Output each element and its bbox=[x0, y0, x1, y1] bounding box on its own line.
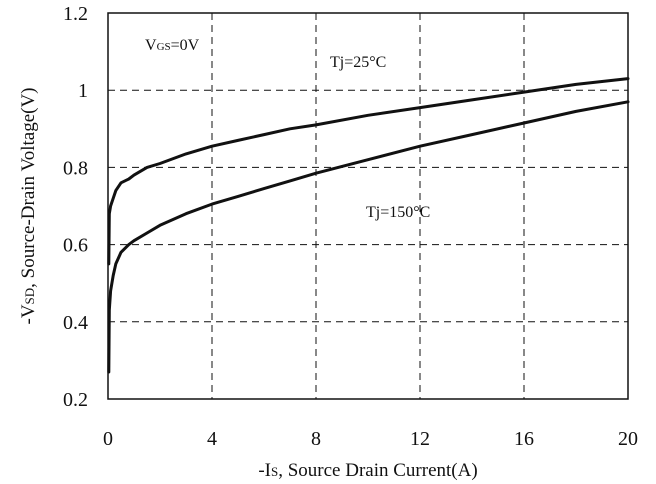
y-tick-label: 1 bbox=[78, 80, 88, 102]
x-tick-label: 12 bbox=[410, 428, 430, 450]
x-tick-label: 0 bbox=[103, 428, 113, 450]
series-label-150c: Tj=150°C bbox=[366, 204, 430, 221]
y-tick-label: 0.2 bbox=[63, 389, 88, 411]
y-axis-label: -VSD, Source-Drain Voltage(V) bbox=[18, 87, 39, 324]
series-line-25c bbox=[109, 79, 628, 264]
x-tick-label: 8 bbox=[311, 428, 321, 450]
series-line-150c bbox=[109, 102, 628, 372]
x-tick-labels: 0 4 8 12 16 20 bbox=[103, 428, 638, 450]
condition-subscript: GS bbox=[157, 41, 171, 53]
y-tick-labels: 0.2 0.4 0.6 0.8 1 1.2 bbox=[63, 3, 88, 411]
curves bbox=[109, 79, 628, 372]
y-tick-label: 0.6 bbox=[63, 235, 88, 257]
x-tick-label: 20 bbox=[618, 428, 638, 450]
series-label-25c: Tj=25°C bbox=[330, 54, 386, 71]
y-tick-label: 0.8 bbox=[63, 157, 88, 179]
y-tick-label: 0.4 bbox=[63, 312, 88, 334]
x-tick-label: 4 bbox=[207, 428, 217, 450]
condition-annotation: VGS=0V bbox=[145, 37, 200, 54]
x-axis-label: -IS, Source Drain Current(A) bbox=[258, 460, 477, 481]
y-tick-label: 1.2 bbox=[63, 3, 88, 25]
x-tick-label: 16 bbox=[514, 428, 534, 450]
